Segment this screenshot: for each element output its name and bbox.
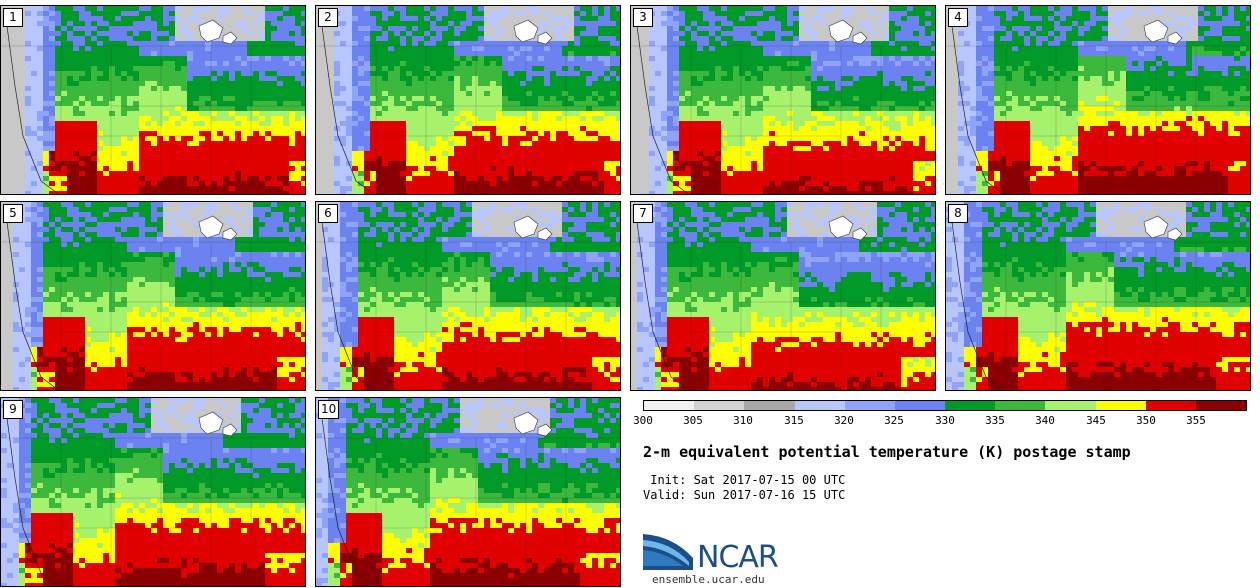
colorbar-tick-labels: 300 305 310 315 320 325 330 335 340 345 … <box>633 414 1247 428</box>
theta-e-map <box>946 6 1250 194</box>
member-number-label: 3 <box>633 8 653 27</box>
member-number-label: 7 <box>633 204 653 223</box>
colorbar-swatch <box>744 401 795 410</box>
ensemble-member-map: 1 <box>0 5 306 195</box>
member-number-label: 5 <box>3 204 23 223</box>
member-number-label: 1 <box>3 8 23 27</box>
colorbar-swatch <box>894 401 946 410</box>
member-number-label: 8 <box>948 204 968 223</box>
ensemble-member-map: 7 <box>630 201 936 391</box>
theta-e-map <box>316 6 620 194</box>
colorbar-tick-label: 350 <box>1136 414 1156 427</box>
ensemble-member-map: 2 <box>315 5 621 195</box>
member-number-label: 2 <box>318 8 338 27</box>
colorbar-swatch <box>644 401 695 410</box>
colorbar-tick-label: 355 <box>1186 414 1206 427</box>
colorbar-tick-label: 300 <box>633 414 653 427</box>
colorbar-swatch <box>1095 401 1146 410</box>
colorbar-swatch <box>995 401 1046 410</box>
colorbar-tick-label: 315 <box>784 414 804 427</box>
ncar-logo-text: NCAR <box>697 540 779 575</box>
colorbar-tick-label: 305 <box>683 414 703 427</box>
theta-e-map <box>631 202 935 390</box>
colorbar-tick-label: 335 <box>985 414 1005 427</box>
colorbar-tick-label: 320 <box>834 414 854 427</box>
theta-e-map <box>1 202 305 390</box>
colorbar-swatch <box>1045 401 1096 410</box>
theta-e-map <box>1 398 305 586</box>
member-number-label: 4 <box>948 8 968 27</box>
colorbar-tick-label: 345 <box>1086 414 1106 427</box>
colorbar-swatch <box>694 401 745 410</box>
member-number-label: 6 <box>318 204 338 223</box>
colorbar-tick-label: 325 <box>884 414 904 427</box>
ensemble-member-map: 6 <box>315 201 621 391</box>
ensemble-member-map: 9 <box>0 397 306 587</box>
member-number-label: 10 <box>318 400 340 419</box>
ensemble-member-map: 10 <box>315 397 621 587</box>
theta-e-map <box>316 202 620 390</box>
member-number-label: 9 <box>3 400 23 419</box>
colorbar-swatch <box>945 401 996 410</box>
ensemble-member-map: 3 <box>630 5 936 195</box>
colorbar <box>643 400 1247 411</box>
theta-e-map <box>946 202 1250 390</box>
colorbar-tick-label: 310 <box>733 414 753 427</box>
colorbar-tick-label: 330 <box>935 414 955 427</box>
init-time: Init: Sat 2017-07-15 00 UTC <box>643 473 846 487</box>
colorbar-swatch <box>1195 401 1247 410</box>
ensemble-member-map: 4 <box>945 5 1251 195</box>
colorbar-swatch <box>794 401 845 410</box>
ncar-swoosh-icon <box>643 534 693 570</box>
theta-e-map <box>1 6 305 194</box>
ncar-logo: NCAR ensemble.ucar.edu <box>643 532 803 588</box>
plot-title: 2-m equivalent potential temperature (K)… <box>643 443 1131 461</box>
ensemble-member-map: 8 <box>945 201 1251 391</box>
ensemble-url: ensemble.ucar.edu <box>652 573 765 586</box>
theta-e-map <box>631 6 935 194</box>
ensemble-member-map: 5 <box>0 201 306 391</box>
colorbar-swatch <box>1145 401 1196 410</box>
valid-time: Valid: Sun 2017-07-16 15 UTC <box>643 488 846 502</box>
colorbar-swatch <box>844 401 895 410</box>
theta-e-map <box>316 398 620 586</box>
colorbar-tick-label: 340 <box>1035 414 1055 427</box>
